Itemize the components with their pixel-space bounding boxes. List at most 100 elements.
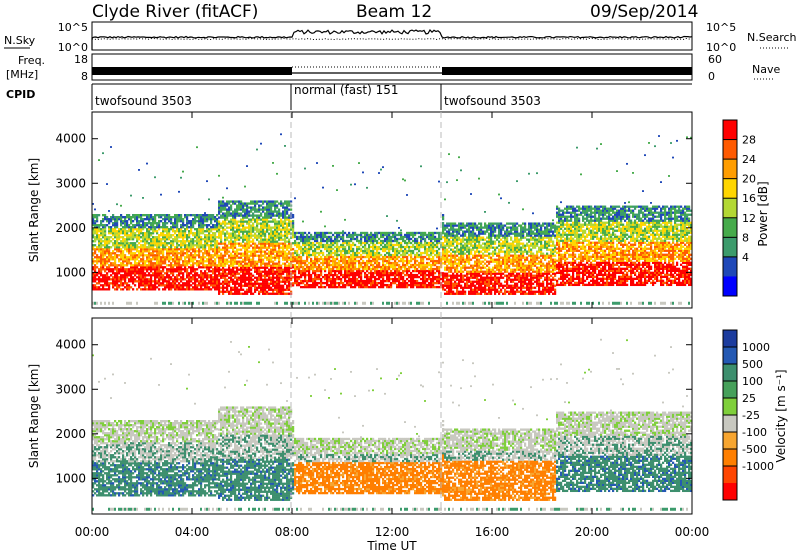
heatmap-cell	[108, 286, 111, 289]
heatmap-cell	[342, 265, 345, 269]
heatmap-cell	[314, 233, 317, 237]
heatmap-cell	[206, 284, 209, 287]
heatmap-cell	[414, 263, 417, 267]
heatmap-cell	[396, 255, 399, 259]
heatmap-cell	[218, 290, 221, 293]
heatmap-cell	[224, 218, 227, 221]
heatmap-cell	[314, 235, 317, 239]
heatmap-cell	[286, 218, 289, 221]
heatmap-cell	[348, 247, 351, 251]
heatmap-cell	[190, 248, 193, 251]
heatmap-cell	[140, 260, 143, 263]
heatmap-cell	[238, 238, 241, 241]
heatmap-cell	[138, 220, 141, 223]
heatmap-cell	[248, 242, 251, 245]
heatmap-cell	[436, 275, 439, 279]
heatmap-cell	[322, 275, 325, 279]
heatmap-cell	[244, 248, 247, 251]
heatmap-cell	[214, 288, 217, 291]
heatmap-cell	[114, 262, 117, 265]
heatmap-cell	[380, 267, 383, 271]
heatmap-cell	[176, 280, 179, 283]
heatmap-cell	[412, 281, 415, 285]
heatmap-cell	[390, 247, 393, 251]
heatmap-cell	[138, 286, 141, 289]
heatmap-cell	[242, 202, 245, 205]
heatmap-cell	[138, 232, 141, 235]
heatmap-cell	[124, 270, 127, 273]
heatmap-cell	[136, 214, 139, 217]
heatmap-cell	[128, 244, 131, 247]
heatmap-cell	[210, 264, 213, 267]
heatmap-cell	[224, 236, 227, 239]
heatmap-cell	[354, 251, 357, 255]
heatmap-cell	[274, 280, 277, 283]
heatmap-cell	[282, 252, 285, 255]
heatmap-cell	[154, 286, 157, 289]
heatmap-cell	[236, 236, 239, 239]
heatmap-cell	[196, 238, 199, 241]
heatmap-cell	[256, 286, 259, 289]
heatmap-cell	[220, 232, 223, 235]
heatmap-cell	[206, 218, 209, 221]
heatmap-cell	[286, 292, 289, 295]
heatmap-cell	[112, 268, 115, 271]
heatmap-cell	[426, 233, 429, 237]
heatmap-cell	[200, 232, 203, 235]
heatmap-cell	[432, 237, 435, 241]
heatmap-cell	[160, 284, 163, 287]
heatmap-cell	[286, 234, 289, 237]
heatmap-cell	[120, 254, 123, 257]
heatmap-cell	[200, 216, 203, 219]
heatmap-cell	[286, 200, 289, 203]
heatmap-cell	[392, 257, 395, 261]
heatmap-cell	[112, 258, 115, 261]
heatmap-cell	[228, 220, 231, 223]
heatmap-cell	[118, 216, 121, 219]
heatmap-cell	[298, 255, 301, 259]
heatmap-cell	[92, 286, 95, 289]
heatmap-cell	[352, 235, 355, 239]
heatmap-cell	[186, 286, 189, 289]
heatmap-cell	[290, 258, 293, 261]
heatmap-cell	[428, 231, 431, 235]
heatmap-cell	[434, 267, 437, 271]
heatmap-cell	[244, 278, 247, 281]
heatmap-cell	[174, 264, 177, 267]
heatmap-cell	[318, 257, 321, 261]
heatmap-cell	[218, 232, 221, 235]
heatmap-cell	[410, 273, 413, 277]
heatmap-cell	[430, 257, 433, 261]
heatmap-cell	[216, 270, 219, 273]
heatmap-cell	[362, 235, 365, 239]
heatmap-cell	[194, 278, 197, 281]
freq-tick-top: 18	[74, 53, 88, 66]
heatmap-cell	[340, 249, 343, 253]
heatmap-cell	[160, 214, 163, 217]
heatmap-cell	[374, 277, 377, 281]
heatmap-cell	[216, 256, 219, 259]
heatmap-cell	[430, 273, 433, 277]
heatmap-cell	[92, 301, 94, 305]
heatmap-cell	[152, 248, 155, 251]
heatmap-cell	[356, 279, 359, 283]
heatmap-cell	[354, 237, 357, 241]
heatmap-cell	[360, 261, 363, 265]
heatmap-cell	[120, 276, 123, 279]
heatmap-cell	[234, 214, 237, 217]
heatmap-cell	[128, 234, 131, 237]
heatmap-cell	[194, 270, 197, 273]
heatmap-cell	[190, 228, 193, 231]
heatmap-cell	[108, 236, 111, 239]
heatmap-cell	[230, 256, 233, 259]
heatmap-cell	[334, 271, 337, 275]
heatmap-cell	[178, 232, 181, 235]
heatmap-cell	[332, 267, 335, 271]
heatmap-cell	[278, 284, 281, 287]
heatmap-cell	[176, 248, 179, 251]
heatmap-cell	[420, 261, 423, 265]
heatmap-cell	[288, 284, 291, 287]
heatmap-cell	[106, 276, 109, 279]
heatmap-cell	[390, 235, 393, 239]
heatmap-cell	[120, 280, 123, 283]
